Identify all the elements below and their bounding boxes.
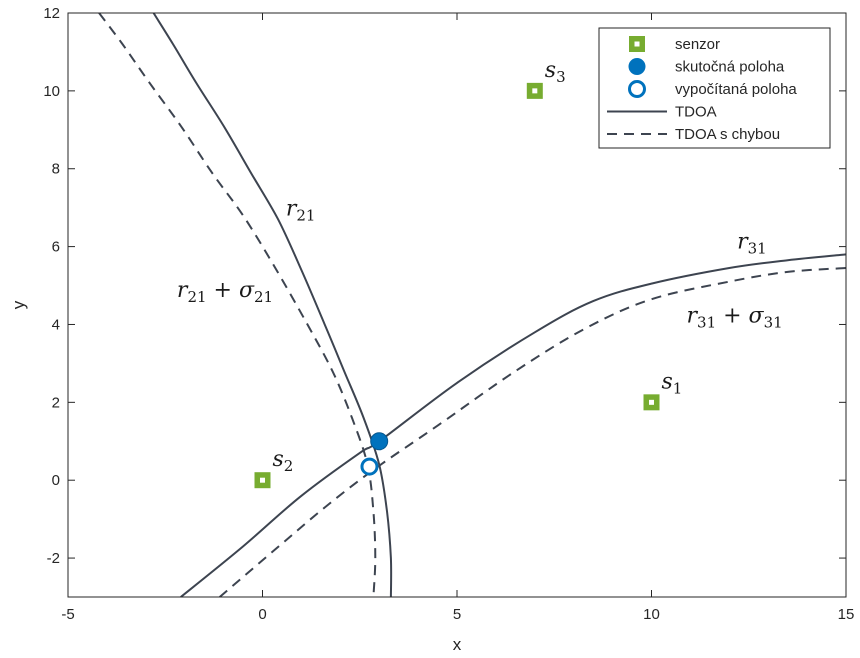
curve-tdoa21_err (98, 13, 377, 597)
x-tick-label: 5 (453, 606, 461, 623)
legend-sensor-marker-center (634, 41, 640, 47)
y-tick-label: 4 (52, 316, 60, 333)
y-axis-label: y (9, 300, 28, 309)
y-tick-label: -2 (47, 550, 60, 567)
annotation-r21: r21 (286, 196, 316, 224)
y-tick-label: 0 (52, 472, 60, 489)
x-tick-label: 10 (643, 606, 660, 623)
legend-estimated-marker (628, 80, 646, 98)
annotation-r31: r31 (737, 230, 767, 258)
sensor-marker-1-center (649, 399, 654, 405)
estimated-position-marker (360, 457, 379, 476)
x-tick-label: 15 (838, 606, 855, 623)
y-tick-label: 10 (43, 83, 60, 100)
annotation-r21s: r21 + σ21 (177, 278, 273, 306)
y-tick-label: 6 (52, 239, 60, 256)
annotation-r31s: r31 + σ31 (687, 304, 783, 332)
y-tick-label: 2 (52, 394, 60, 411)
axes-layer: -5 0 5 10 15 -2 0 2 4 6 8 10 12 (43, 5, 854, 623)
curve-tdoa21 (152, 13, 393, 597)
legend-label-5: TDOA s chybou (675, 126, 780, 143)
legend-label-3: vypočítaná poloha (675, 81, 797, 98)
y-tick-label: 12 (43, 5, 60, 22)
legend-true-marker (628, 58, 646, 75)
legend-label-1: senzor (675, 36, 720, 53)
legend-label-4: TDOA (675, 104, 717, 121)
legend: senzor skutočná poloha vypočítaná poloha TD… (598, 27, 831, 149)
curves-layer (98, 13, 846, 597)
sensor-marker-2-center (260, 477, 265, 483)
sensor-label-1: s1 (662, 369, 683, 397)
sensor-marker-3-center (532, 88, 538, 94)
true-position-marker (370, 432, 389, 451)
legend-label-2: skutočná poloha (675, 59, 785, 76)
x-axis-label: x (453, 635, 462, 654)
sensor-label-3: s3 (545, 58, 566, 86)
curve-tdoa31_err (219, 267, 846, 597)
curve-tdoa31 (180, 253, 846, 597)
y-tick-label: 8 (52, 161, 60, 178)
markers-layer (254, 82, 660, 489)
x-tick-label: 0 (258, 606, 266, 623)
sensor-label-2: s2 (273, 447, 294, 475)
x-tick-label: -5 (61, 606, 74, 623)
